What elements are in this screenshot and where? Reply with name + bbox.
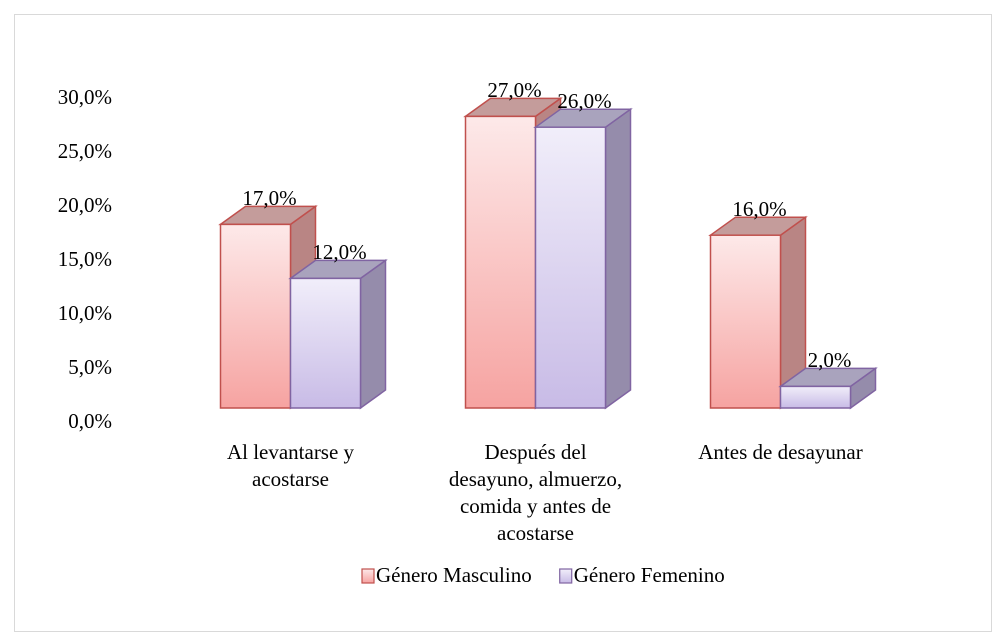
y-tick-label: 20,0% bbox=[58, 193, 112, 217]
data-label: 26,0% bbox=[557, 89, 611, 113]
y-tick-label: 5,0% bbox=[68, 355, 112, 379]
data-label: 16,0% bbox=[732, 197, 786, 221]
data-label: 27,0% bbox=[487, 78, 541, 102]
bar-front bbox=[289, 277, 362, 409]
legend-label: Género Masculino bbox=[376, 563, 532, 587]
bar bbox=[778, 366, 878, 410]
y-tick-label: 15,0% bbox=[58, 247, 112, 271]
bar-side bbox=[604, 107, 632, 410]
data-label: 2,0% bbox=[808, 348, 852, 372]
data-label: 17,0% bbox=[242, 186, 296, 210]
x-tick-label: Después del desayuno, almuerzo, comida y… bbox=[448, 440, 623, 545]
legend-swatch bbox=[361, 568, 375, 584]
bar-front bbox=[464, 115, 537, 409]
bar-side bbox=[359, 258, 387, 410]
x-tick-label: Antes de desayunar bbox=[698, 440, 863, 464]
bar-front bbox=[779, 385, 852, 409]
bar bbox=[288, 258, 388, 410]
y-tick-label: 25,0% bbox=[58, 139, 112, 163]
bar-front bbox=[709, 234, 782, 409]
legend-swatch bbox=[559, 568, 573, 584]
bar-front bbox=[219, 223, 292, 409]
bar-front bbox=[534, 126, 607, 409]
chart-frame bbox=[14, 14, 992, 632]
data-label: 12,0% bbox=[312, 240, 366, 264]
bar bbox=[533, 107, 633, 410]
x-tick-label: Al levantarse y acostarse bbox=[226, 440, 355, 491]
legend-label: Género Femenino bbox=[574, 563, 725, 587]
y-tick-label: 10,0% bbox=[58, 301, 112, 325]
y-tick-label: 30,0% bbox=[58, 85, 112, 109]
y-tick-label: 0,0% bbox=[68, 409, 112, 433]
bar bbox=[708, 215, 808, 410]
